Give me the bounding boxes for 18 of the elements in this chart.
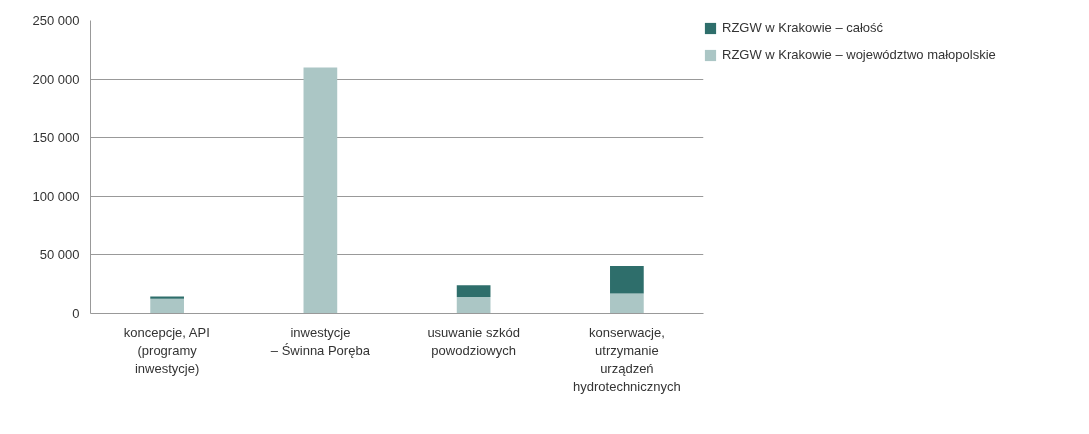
y-tick-label: 50 000	[39, 247, 80, 263]
bar	[456, 285, 491, 298]
y-tick-label: 100 000	[32, 188, 80, 204]
bar	[456, 297, 491, 314]
bar	[610, 266, 644, 294]
y-tick-label: 250 000	[32, 13, 80, 28]
bar	[303, 67, 338, 314]
y-tick-label: 150 000	[32, 130, 80, 146]
bar	[610, 293, 644, 314]
legend-label: RZGW w Krakowie – województwo małopolskie	[722, 47, 996, 62]
x-tick-label: konserwacje, utrzymanie urządzeń hydrotechnicznych	[573, 324, 681, 394]
bar	[150, 298, 184, 314]
legend-label: RZGW w Krakowie – całość	[722, 20, 884, 35]
y-tick-label: 200 000	[32, 71, 80, 87]
y-tick-label: 0	[72, 306, 80, 321]
x-tick-label: inwestycje – Świnna Poręba	[270, 324, 371, 358]
x-tick-label: koncepcje, API (programy inwestycje)	[123, 324, 210, 376]
x-tick-label: usuwanie szkód powodziowych	[427, 324, 520, 358]
